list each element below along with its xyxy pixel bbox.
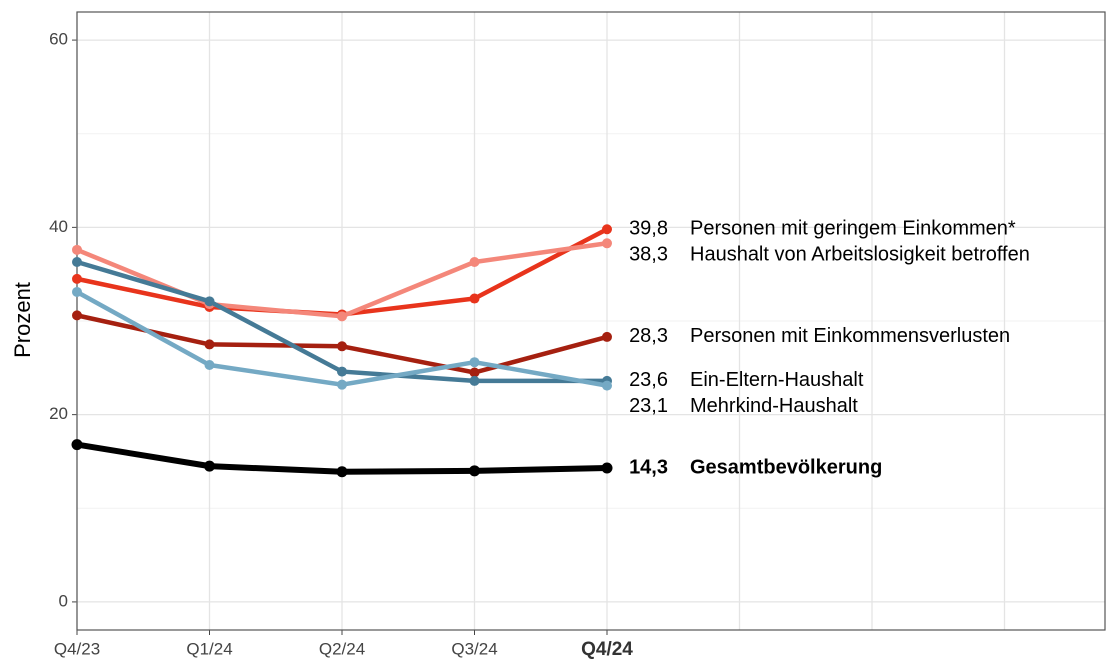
value-label: 23,1 bbox=[629, 395, 668, 417]
y-tick-label: 20 bbox=[49, 404, 68, 423]
point bbox=[602, 380, 612, 391]
point bbox=[204, 296, 215, 307]
y-tick-label: 60 bbox=[49, 30, 68, 49]
point bbox=[469, 375, 480, 386]
series-label: Personen mit geringem Einkommen* bbox=[690, 218, 1016, 240]
point bbox=[204, 360, 215, 371]
point bbox=[337, 341, 347, 352]
point bbox=[72, 286, 82, 297]
point bbox=[602, 331, 612, 342]
point bbox=[469, 367, 480, 378]
point bbox=[337, 311, 347, 322]
point bbox=[204, 460, 215, 472]
point bbox=[469, 293, 480, 304]
point bbox=[469, 357, 480, 368]
point bbox=[72, 244, 82, 255]
point bbox=[71, 439, 83, 451]
series-label: Haushalt von Arbeitslosigkeit betroffen bbox=[690, 244, 1030, 266]
value-label: 28,3 bbox=[629, 325, 668, 347]
series-label: Gesamtbevölkerung bbox=[690, 456, 882, 478]
series-label: Ein-Eltern-Haushalt bbox=[690, 369, 864, 391]
point bbox=[337, 366, 347, 377]
value-label: 38,3 bbox=[629, 244, 668, 266]
value-label: 23,6 bbox=[629, 369, 668, 391]
series-label: Personen mit Einkommensverlusten bbox=[690, 325, 1010, 347]
x-tick-label: Q2/24 bbox=[319, 639, 365, 658]
point bbox=[469, 465, 480, 477]
y-axis-label: Prozent bbox=[10, 282, 35, 358]
x-tick-label: Q3/24 bbox=[451, 639, 497, 658]
point bbox=[602, 224, 612, 235]
plot-frame bbox=[76, 11, 1106, 631]
x-tick-label: Q4/24 bbox=[581, 639, 633, 660]
point bbox=[72, 310, 82, 321]
y-tick-label: 40 bbox=[49, 217, 68, 236]
point bbox=[72, 273, 82, 284]
point bbox=[601, 462, 613, 474]
x-tick-label: Q4/23 bbox=[54, 639, 100, 658]
x-tick-label: Q1/24 bbox=[186, 639, 232, 658]
point bbox=[204, 339, 215, 350]
value-label: 14,3 bbox=[629, 456, 668, 478]
point bbox=[469, 257, 480, 268]
point bbox=[336, 466, 348, 478]
point bbox=[72, 257, 82, 268]
series-label: Mehrkind-Haushalt bbox=[690, 395, 858, 417]
value-label: 39,8 bbox=[629, 218, 668, 240]
point bbox=[337, 379, 347, 390]
y-tick-label: 0 bbox=[59, 591, 68, 610]
point bbox=[602, 238, 612, 249]
